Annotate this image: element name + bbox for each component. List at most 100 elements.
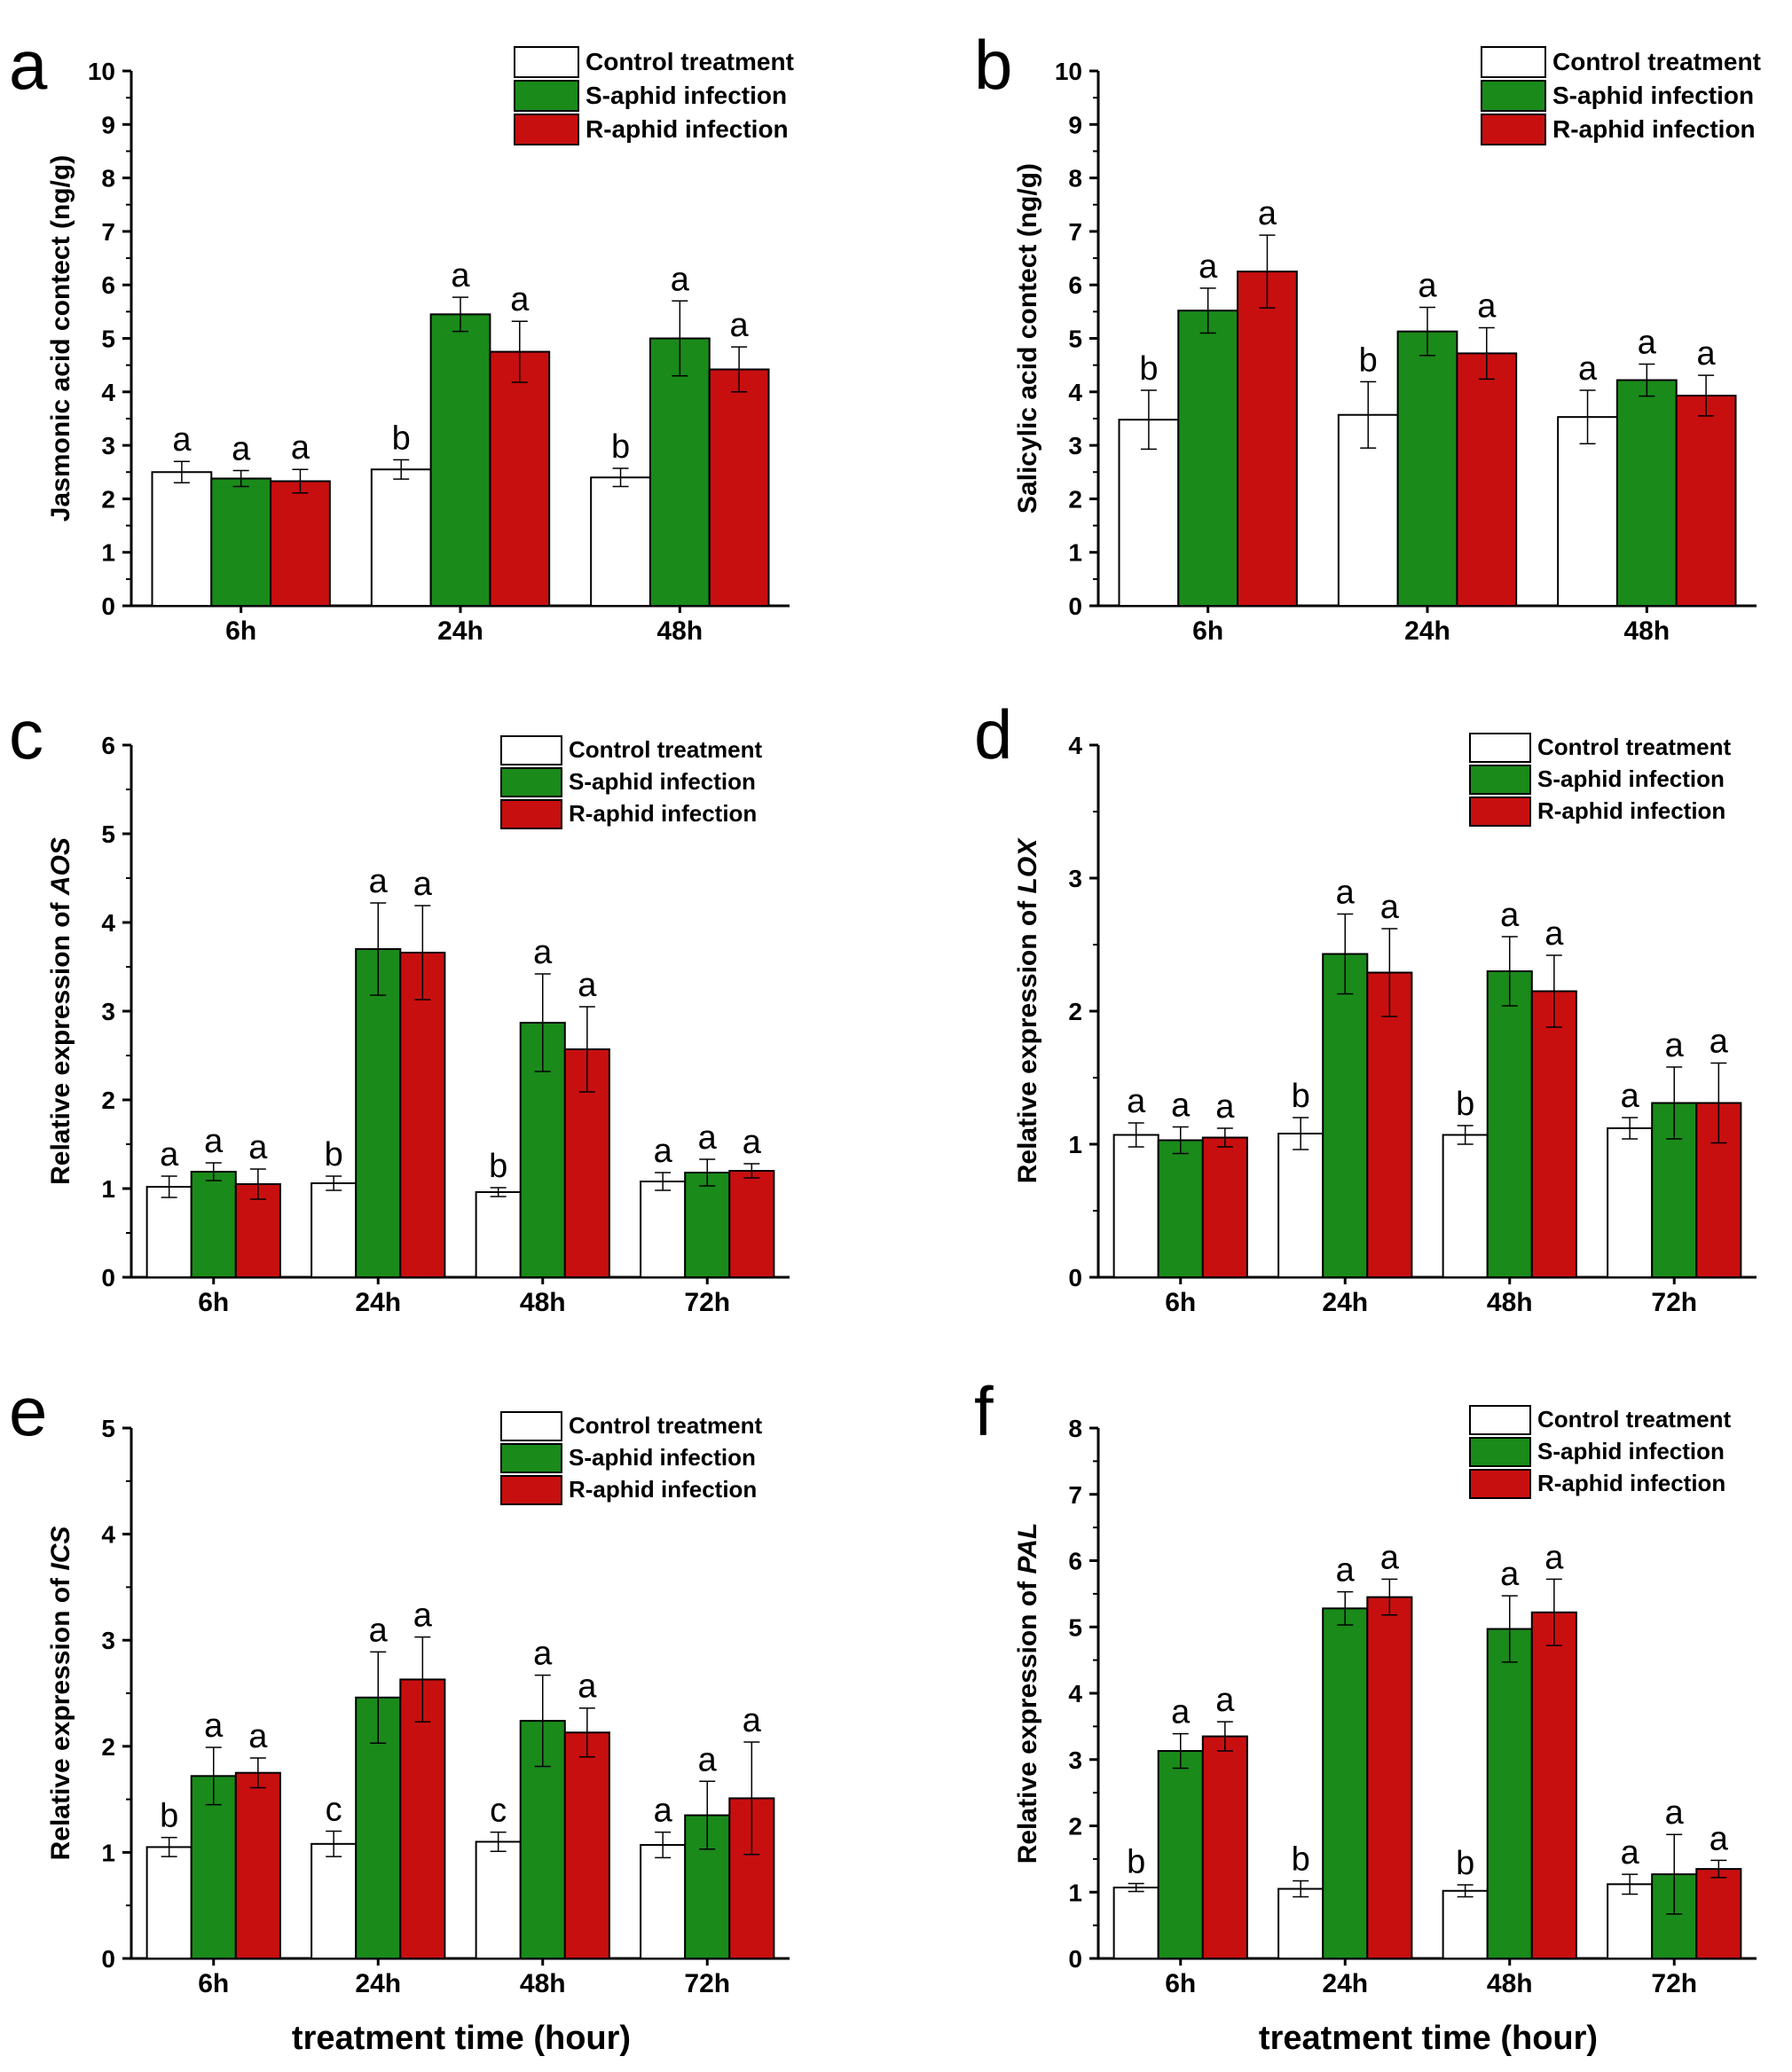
legend-label: S-aphid infection [569,768,756,795]
x-tick-label: 48h [1487,1969,1533,1998]
significance-letter: a [204,1707,224,1745]
y-tick-label: 3 [101,998,115,1025]
bar-r-aphid [1530,990,1577,1278]
bar-control [151,471,213,607]
significance-letter: a [730,307,750,344]
bar-control [1112,1134,1159,1278]
y-tick-label: 2 [1068,1813,1082,1840]
significance-letter: a [654,1793,673,1830]
bar-control [310,1842,358,1960]
bar-control [1442,1889,1489,1959]
significance-letter: a [369,1612,389,1649]
legend-swatch-control [500,735,562,765]
y-axis-label-text: Relative expression of [46,895,75,1185]
legend-swatch-control [1481,46,1546,78]
x-tick-label: 24h [355,1969,401,1998]
bar-s-aphid [429,313,491,607]
y-tick-label: 3 [1068,432,1082,459]
significance-letter: a [1171,1087,1191,1125]
legend-swatch-r-aphid [1469,797,1531,827]
y-axis-label-text: Relative expression of [46,1571,75,1861]
panel-label-b: b [974,26,1012,104]
bar-control [1607,1883,1654,1960]
bar-s-aphid [190,1775,237,1959]
legend-label: S-aphid infection [1537,1438,1725,1464]
bar-r-aphid [489,350,551,607]
y-tick-label: 5 [101,326,115,353]
bar-r-aphid [728,1170,775,1278]
bar-s-aphid [210,477,272,608]
y-axis-label-text: Salicylic acid contect (ng/g) [1013,163,1042,514]
y-tick-label: 1 [1068,539,1082,567]
y-tick-label: 4 [1068,1680,1082,1707]
y-tick-label: 1 [1068,1879,1082,1906]
significance-letter: b [1139,350,1158,388]
legend-label: R-aphid infection [569,800,757,827]
y-axis-label: Jasmonic acid contect (ng/g) [46,155,75,522]
y-tick-label: 2 [101,1087,115,1114]
x-tick-label: 48h [1487,1288,1533,1317]
x-tick-label: 72h [684,1969,730,1998]
panel-label-c: c [9,695,43,773]
y-tick-label: 1 [101,539,115,567]
legend-swatch-s-aphid [1469,1437,1531,1467]
significance-letter: a [248,1718,268,1755]
y-tick-label: 5 [1068,1613,1082,1641]
y-tick-label: 6 [101,271,115,299]
x-tick-label: 48h [656,616,703,646]
y-axis-label: Relative expression of ICS [46,1527,75,1861]
significance-letter: a [1697,335,1717,373]
significance-letter: a [1380,889,1400,926]
bar-s-aphid [1396,330,1458,607]
x-tick-label: 6h [225,616,256,646]
significance-letter: a [1418,268,1437,305]
y-tick-label: 2 [1068,998,1082,1025]
legend-label: Control treatment [569,736,762,763]
x-tick-label: 72h [684,1288,730,1317]
bar-control [145,1186,193,1278]
significance-letter: a [533,934,553,971]
bar-r-aphid [1237,271,1298,607]
bar-control [475,1191,522,1278]
y-axis-label: Salicylic acid contect (ng/g) [1013,163,1042,514]
bar-r-aphid [270,480,331,607]
significance-letter: a [1500,897,1520,934]
significance-letter: b [1456,1086,1474,1123]
bar-control [1118,419,1180,607]
bar-s-aphid [1157,1750,1204,1959]
bar-r-aphid [1456,352,1518,607]
bar-control [640,1181,687,1278]
significance-letter: a [578,967,597,1004]
y-tick-label: 3 [101,1627,115,1654]
significance-letter: a [1336,875,1356,912]
legend-swatch-r-aphid [500,799,562,829]
legend-label: R-aphid infection [569,1476,757,1503]
y-axis-label: Relative expression of AOS [46,837,75,1185]
shared-xlabel-left: treatment time (hour) [292,2020,631,2057]
bar-r-aphid [1695,1868,1742,1959]
significance-letter: a [204,1123,224,1160]
x-tick-label: 48h [520,1969,566,1998]
significance-letter: b [160,1798,178,1835]
bar-r-aphid [708,368,770,607]
y-tick-label: 0 [1068,1945,1082,1973]
x-tick-label: 6h [1165,1969,1196,1998]
x-tick-label: 24h [1322,1969,1368,1998]
bar-control [1277,1888,1324,1959]
bar-control [370,468,432,607]
significance-letter: a [671,261,690,298]
y-tick-label: 0 [101,1264,115,1291]
y-axis-label-gene: AOS [46,837,75,896]
bar-r-aphid [1201,1136,1248,1278]
y-tick-label: 7 [1068,1481,1082,1509]
y-tick-label: 2 [101,485,115,513]
significance-letter: a [1380,1539,1400,1576]
significance-letter: b [1359,341,1378,379]
legend-swatch-control [500,1411,562,1441]
significance-letter: a [1215,1682,1235,1719]
significance-letter: a [1638,324,1657,361]
y-axis-label-gene: LOX [1013,837,1042,894]
x-tick-label: 48h [520,1288,566,1317]
significance-letter: a [1544,1539,1564,1576]
